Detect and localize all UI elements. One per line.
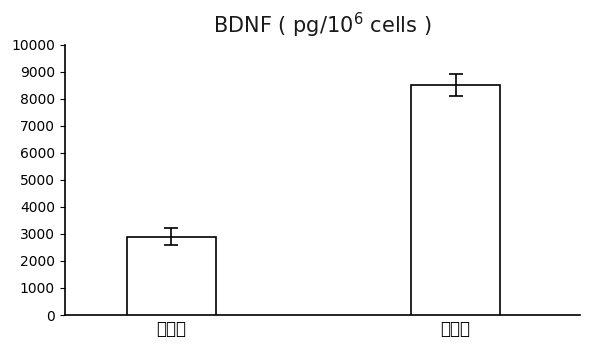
- Title: BDNF$\mathregular{\ (\ pg/10^{6}\ cells\ )}$: BDNF$\mathregular{\ (\ pg/10^{6}\ cells\…: [213, 11, 431, 40]
- Bar: [127, 237, 216, 315]
- Bar: [411, 85, 500, 315]
